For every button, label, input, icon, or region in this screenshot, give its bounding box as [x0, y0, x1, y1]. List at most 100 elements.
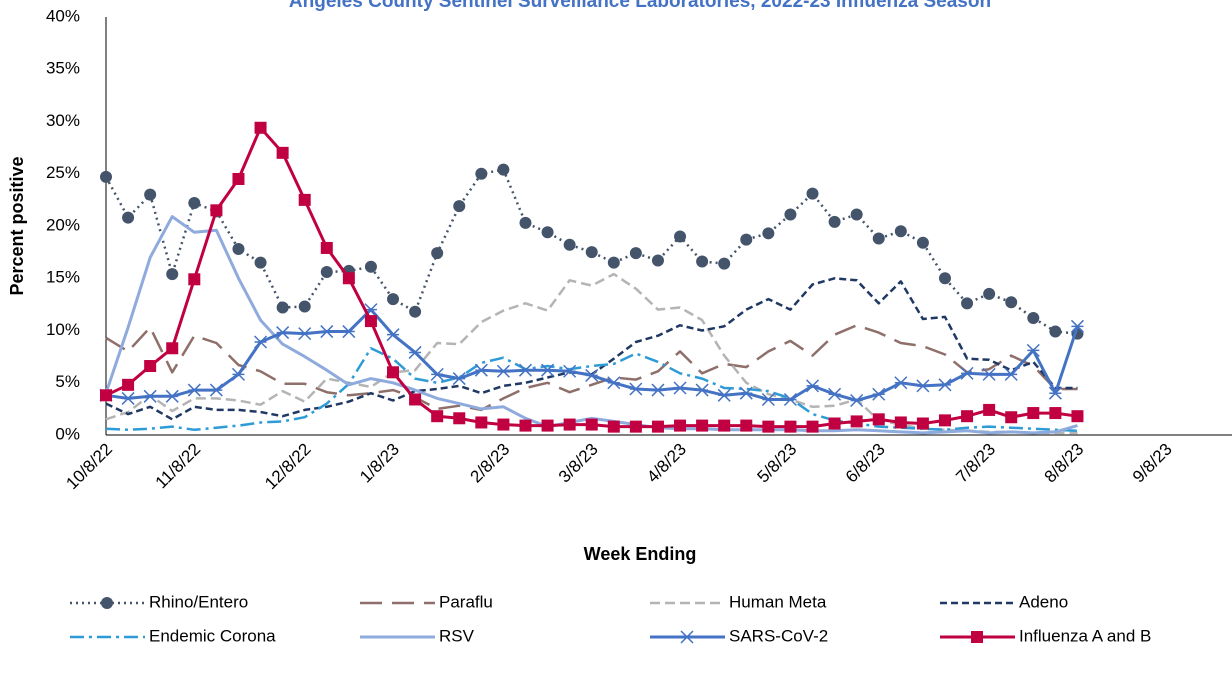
- marker: [938, 272, 951, 285]
- marker: [254, 335, 268, 349]
- marker: [916, 236, 929, 249]
- x-tick-label: 3/8/23: [555, 440, 602, 487]
- marker: [409, 393, 422, 406]
- marker: [761, 392, 775, 407]
- marker: [276, 146, 289, 159]
- y-tick-label: 0%: [55, 424, 80, 443]
- x-tick-label: 11/8/22: [152, 440, 205, 493]
- marker: [518, 363, 533, 377]
- marker: [740, 419, 753, 432]
- legend-item: Rhino/Entero: [70, 592, 248, 611]
- chart-title: Angeles County Sentinel Surveillance Lab…: [289, 0, 991, 12]
- marker: [387, 366, 400, 379]
- marker: [680, 630, 694, 644]
- marker: [850, 415, 863, 428]
- marker: [1049, 325, 1062, 338]
- series-line: [104, 215, 1078, 435]
- marker: [651, 420, 664, 433]
- marker: [762, 420, 775, 433]
- marker: [1048, 386, 1062, 400]
- marker: [541, 363, 555, 377]
- marker: [673, 381, 687, 395]
- x-tick-label: 4/8/23: [643, 440, 690, 487]
- marker: [519, 216, 532, 229]
- marker: [475, 416, 488, 429]
- marker: [607, 376, 621, 390]
- marker: [563, 238, 576, 251]
- marker: [674, 230, 687, 243]
- x-tick-label: 6/8/23: [842, 440, 889, 487]
- legend-item: Human Meta: [650, 592, 827, 611]
- marker: [961, 297, 974, 310]
- marker: [585, 418, 598, 431]
- marker: [938, 378, 952, 392]
- x-tick-label: 7/8/23: [952, 440, 999, 487]
- marker: [188, 273, 201, 286]
- marker: [850, 393, 864, 408]
- marker: [232, 242, 245, 255]
- x-tick-label: 10/8/22: [62, 440, 116, 494]
- marker: [696, 255, 709, 268]
- series-line: [105, 324, 1078, 412]
- marker: [100, 389, 112, 402]
- marker: [916, 417, 929, 430]
- marker: [783, 392, 797, 407]
- marker: [431, 410, 444, 423]
- marker: [850, 208, 863, 221]
- marker: [475, 167, 488, 180]
- marker: [122, 211, 135, 224]
- y-tick-label: 20%: [46, 215, 80, 234]
- marker: [1071, 410, 1084, 423]
- marker: [718, 257, 731, 270]
- marker: [585, 246, 598, 259]
- marker: [298, 327, 312, 341]
- legend-item: Adeno: [940, 592, 1068, 611]
- marker: [872, 413, 885, 426]
- marker: [585, 368, 599, 382]
- marker: [144, 360, 157, 373]
- marker: [1027, 311, 1040, 324]
- y-tick-label: 30%: [46, 111, 80, 130]
- marker: [894, 416, 907, 429]
- marker: [983, 287, 996, 300]
- marker: [982, 367, 996, 381]
- marker: [674, 419, 687, 432]
- legend-label: Paraflu: [439, 592, 493, 611]
- marker: [916, 379, 930, 393]
- marker: [828, 417, 841, 430]
- marker: [1027, 407, 1040, 420]
- marker: [961, 410, 974, 423]
- marker: [254, 121, 267, 134]
- marker: [298, 193, 311, 206]
- marker: [541, 419, 554, 432]
- marker: [696, 419, 709, 432]
- marker: [762, 227, 775, 240]
- marker: [342, 272, 355, 285]
- marker: [563, 364, 577, 378]
- marker: [784, 420, 797, 433]
- marker: [971, 631, 983, 643]
- marker: [496, 364, 510, 378]
- x-tick-label: 8/8/23: [1041, 440, 1088, 487]
- marker: [166, 342, 179, 355]
- marker: [165, 389, 179, 403]
- legend-label: Human Meta: [729, 592, 827, 611]
- y-tick-label: 5%: [55, 372, 80, 391]
- marker: [430, 367, 444, 381]
- legend-item: Paraflu: [360, 592, 493, 611]
- marker: [806, 420, 819, 433]
- marker: [739, 386, 753, 400]
- legend-item: Endemic Corona: [70, 626, 276, 645]
- marker: [828, 387, 842, 401]
- marker: [607, 256, 620, 269]
- marker: [387, 293, 400, 306]
- marker: [519, 419, 532, 432]
- legend-item: SARS-CoV-2: [650, 626, 828, 645]
- marker: [320, 241, 333, 254]
- marker: [276, 326, 290, 340]
- marker: [188, 197, 201, 210]
- marker: [717, 388, 731, 402]
- marker: [408, 345, 422, 359]
- marker: [629, 382, 643, 396]
